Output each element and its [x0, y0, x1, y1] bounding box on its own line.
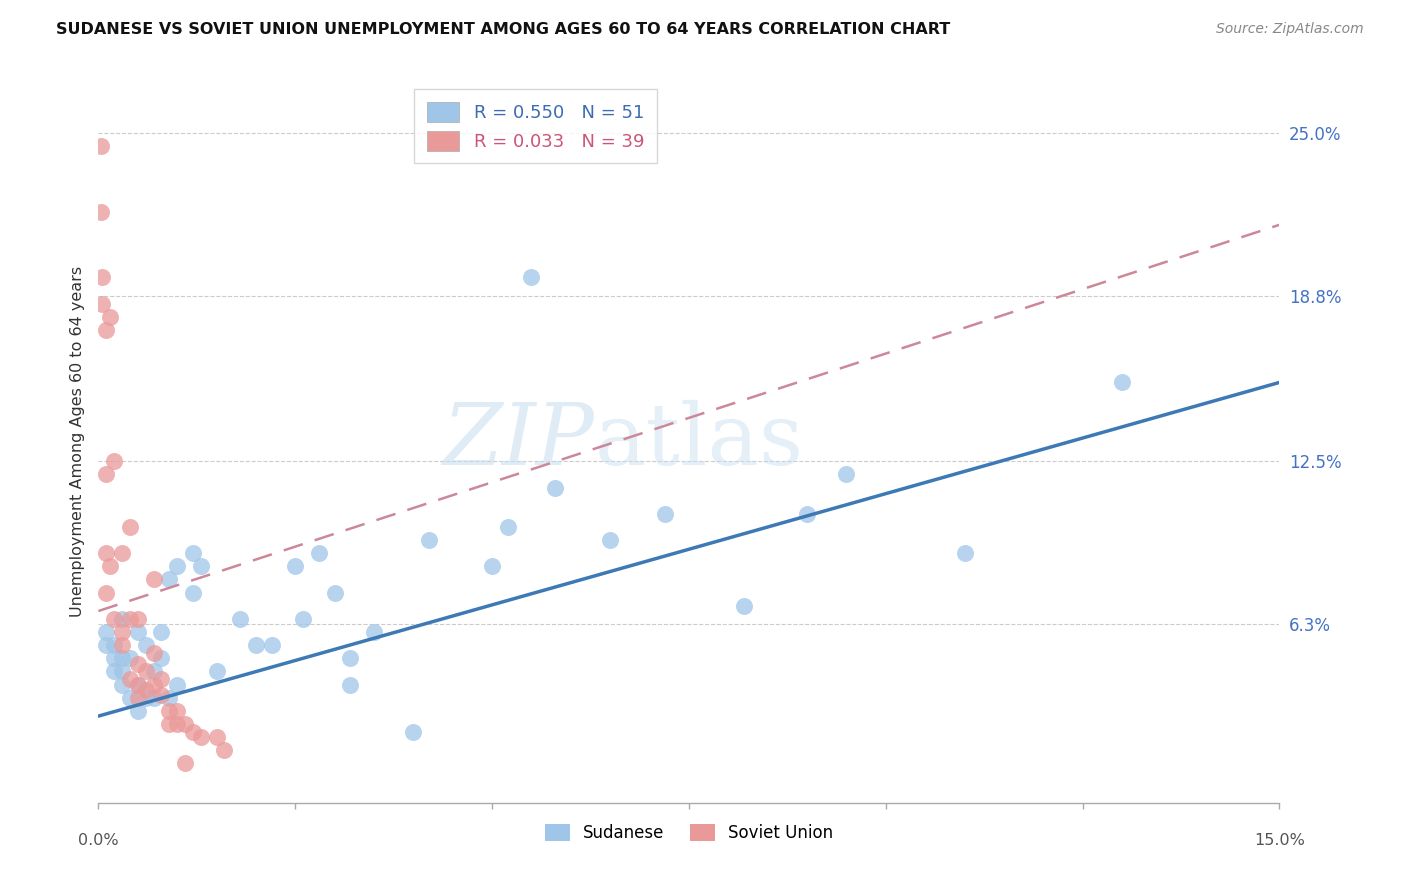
Point [111, 677, 134, 691]
Point [157, 717, 180, 731]
Point [157, 704, 180, 718]
Point [111, 665, 134, 679]
Point [150, 625, 173, 640]
Point [157, 690, 180, 705]
Point [205, 730, 228, 744]
Point [142, 646, 165, 660]
Point [174, 717, 197, 731]
Point [181, 546, 204, 560]
Point [135, 682, 157, 697]
Point [402, 724, 425, 739]
Point [103, 651, 125, 665]
Point [953, 546, 976, 560]
Point [90, 139, 112, 153]
Point [142, 665, 165, 679]
Point [150, 673, 173, 687]
Point [166, 559, 188, 574]
Point [118, 520, 141, 534]
Point [90, 204, 112, 219]
Point [127, 612, 149, 626]
Point [91, 296, 114, 310]
Point [96, 546, 118, 560]
Point [181, 724, 204, 739]
Point [181, 585, 204, 599]
Point [91, 270, 114, 285]
Point [96, 585, 118, 599]
Point [308, 546, 330, 560]
Point [135, 638, 157, 652]
Point [103, 665, 125, 679]
Point [496, 520, 519, 534]
Point [190, 559, 212, 574]
Point [127, 690, 149, 705]
Point [111, 651, 134, 665]
Point [205, 665, 228, 679]
Point [127, 625, 149, 640]
Point [118, 673, 141, 687]
Point [363, 625, 385, 640]
Point [118, 690, 141, 705]
Point [260, 638, 283, 652]
Point [245, 638, 267, 652]
Point [323, 585, 346, 599]
Point [339, 651, 361, 665]
Point [284, 559, 307, 574]
Point [157, 573, 180, 587]
Point [118, 612, 141, 626]
Point [111, 612, 134, 626]
Point [214, 743, 236, 757]
Point [96, 625, 118, 640]
Point [835, 467, 858, 482]
Point [135, 665, 157, 679]
Point [103, 638, 125, 652]
Point [150, 688, 173, 702]
Text: 15.0%: 15.0% [1254, 833, 1305, 848]
Point [166, 717, 188, 731]
Legend: Sudanese, Soviet Union: Sudanese, Soviet Union [538, 817, 839, 848]
Point [733, 599, 755, 613]
Point [142, 690, 165, 705]
Point [166, 704, 188, 718]
Point [127, 677, 149, 691]
Text: SUDANESE VS SOVIET UNION UNEMPLOYMENT AMONG AGES 60 TO 64 YEARS CORRELATION CHAR: SUDANESE VS SOVIET UNION UNEMPLOYMENT AM… [56, 22, 950, 37]
Point [1111, 376, 1133, 390]
Point [142, 677, 165, 691]
Point [111, 638, 134, 652]
Point [544, 481, 567, 495]
Point [127, 704, 149, 718]
Point [654, 507, 676, 521]
Text: 0.0%: 0.0% [79, 833, 118, 848]
Point [520, 270, 543, 285]
Point [127, 657, 149, 671]
Point [599, 533, 621, 547]
Point [103, 612, 125, 626]
Point [166, 677, 188, 691]
Point [96, 638, 118, 652]
Point [142, 573, 165, 587]
Point [174, 756, 197, 771]
Point [150, 651, 173, 665]
Point [190, 730, 212, 744]
Point [98, 310, 121, 324]
Point [98, 559, 121, 574]
Y-axis label: Unemployment Among Ages 60 to 64 years: Unemployment Among Ages 60 to 64 years [69, 266, 84, 617]
Point [118, 651, 141, 665]
Point [111, 546, 134, 560]
Text: ZIP: ZIP [443, 401, 595, 483]
Point [339, 677, 361, 691]
Point [229, 612, 252, 626]
Point [292, 612, 315, 626]
Point [96, 467, 118, 482]
Text: atlas: atlas [595, 400, 804, 483]
Point [96, 323, 118, 337]
Point [135, 690, 157, 705]
Point [103, 454, 125, 468]
Point [127, 677, 149, 691]
Point [481, 559, 503, 574]
Point [111, 625, 134, 640]
Point [796, 507, 818, 521]
Text: Source: ZipAtlas.com: Source: ZipAtlas.com [1216, 22, 1364, 37]
Point [418, 533, 440, 547]
